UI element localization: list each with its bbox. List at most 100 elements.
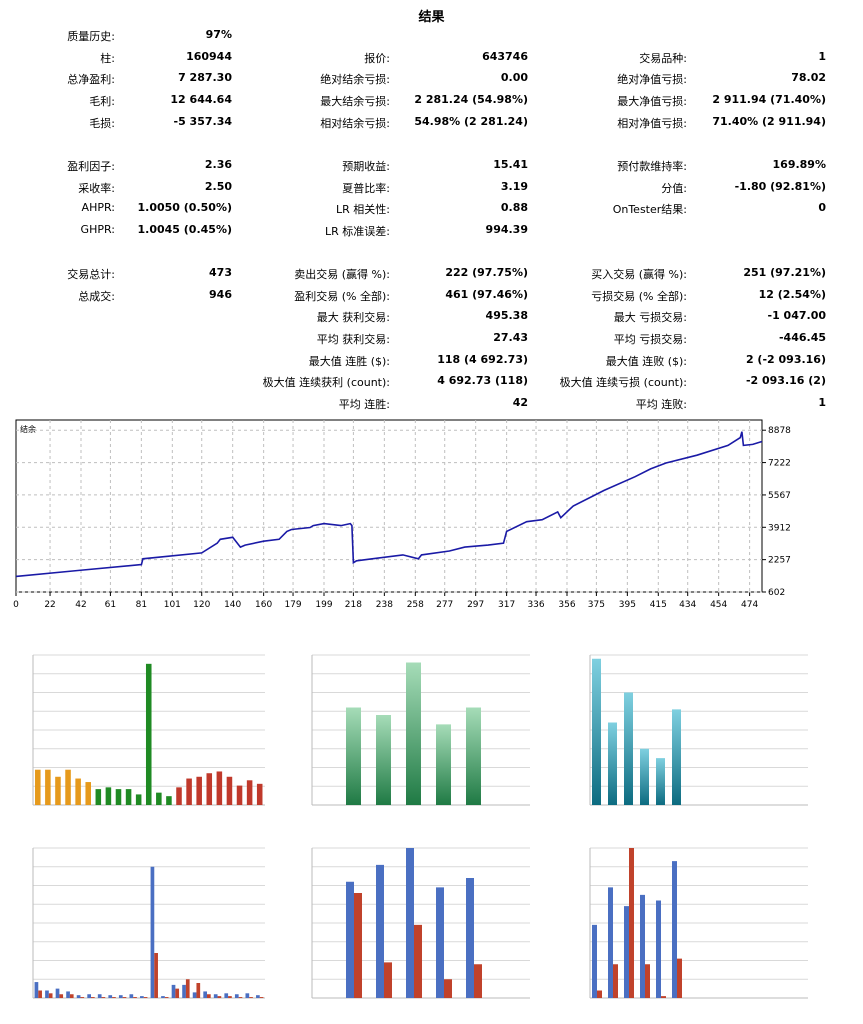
stat-value: -5 357.34 <box>173 114 233 128</box>
plot-area <box>15 419 763 593</box>
x-tick-label: 297 <box>467 600 484 610</box>
bar <box>672 709 681 805</box>
y-tick-label: 602 <box>768 588 785 598</box>
bar-series-b <box>645 964 650 998</box>
stat-value: 7 287.30 <box>178 71 232 85</box>
bar-series-a <box>34 982 39 998</box>
stat-label: 平均 连败: <box>635 398 687 412</box>
stat-value: 1 <box>818 396 826 410</box>
bar-chart-panel <box>32 847 265 999</box>
stat-label: 极大值 连续获利 (count): <box>262 376 390 390</box>
stat-label: 盈利因子: <box>67 159 115 173</box>
bar-series-a <box>108 995 113 998</box>
stat-value: 71.40% (2 911.94) <box>712 114 826 128</box>
x-tick-label: 61 <box>105 600 116 610</box>
bar-series-b <box>217 996 222 998</box>
bar-series-a <box>640 894 645 998</box>
bar-series-a <box>97 994 102 998</box>
stat-label: 绝对净值亏损: <box>617 73 687 87</box>
stat-label: 买入交易 (赢得 %): <box>591 268 687 282</box>
x-tick-label: 42 <box>75 600 86 610</box>
bar-chart-panel <box>32 654 265 806</box>
stat-label: 报价: <box>364 51 390 65</box>
stat-label: 质量历史: <box>67 30 115 43</box>
bar-series-b <box>80 997 85 998</box>
stat-value: 12 (2.54%) <box>758 287 826 301</box>
stat-label: 总成交: <box>78 289 115 303</box>
bar-series-b <box>69 994 74 998</box>
bar-chart-panel <box>311 847 530 999</box>
bar <box>346 707 361 805</box>
bar-series-a <box>406 848 414 998</box>
bar <box>105 787 112 805</box>
bar <box>246 780 253 805</box>
bar-series-b <box>143 997 148 998</box>
stat-label: 分值: <box>661 181 687 195</box>
stat-label: 采收率: <box>78 181 115 195</box>
bar <box>436 724 451 805</box>
bar-series-a <box>346 881 354 998</box>
bar <box>156 792 162 805</box>
stat-value: -1.80 (92.81%) <box>734 179 826 193</box>
stat-value: 2.50 <box>204 179 232 193</box>
stat-label: 毛利: <box>89 94 115 108</box>
bar-series-a <box>171 984 176 998</box>
y-tick-label: 2257 <box>768 556 791 566</box>
x-tick-label: 474 <box>741 600 758 610</box>
stat-label: 相对结余亏损: <box>320 116 390 130</box>
bar-series-a <box>66 991 70 998</box>
bar-series-b <box>444 979 452 998</box>
stat-value: 3.19 <box>500 179 528 193</box>
stat-value: 643746 <box>482 49 528 63</box>
stat-label: 预付款维持率: <box>617 159 687 173</box>
bar-series-a <box>592 924 597 998</box>
stat-value: 0 <box>818 201 826 215</box>
x-tick-label: 101 <box>164 600 181 610</box>
bar-series-a <box>245 993 250 998</box>
x-tick-label: 199 <box>315 600 332 610</box>
bar <box>65 769 71 805</box>
stat-label: 最大净值亏损: <box>617 94 687 108</box>
stat-label: 卖出交易 (赢得 %): <box>294 268 390 282</box>
x-tick-label: 258 <box>407 600 424 610</box>
stat-value: 2.36 <box>204 157 232 171</box>
x-tick-label: 120 <box>193 600 210 610</box>
bar <box>95 789 102 805</box>
stat-label: 预期收益: <box>342 159 390 173</box>
bar-series-a <box>192 992 197 998</box>
stat-label: 平均 获利交易: <box>316 333 390 347</box>
bar-series-a <box>376 864 384 998</box>
stat-label: 最大结余亏损: <box>320 94 390 108</box>
bar-series-a <box>672 861 677 998</box>
bar <box>256 783 263 805</box>
stat-label: 平均 连胜: <box>338 398 390 412</box>
y-tick-label: 7222 <box>768 459 791 469</box>
bar-series-a <box>45 990 49 998</box>
stat-label: 绝对结余亏损: <box>320 73 390 87</box>
stat-value: 946 <box>209 287 232 301</box>
bar-series-b <box>597 990 602 998</box>
bar-series-a <box>203 991 207 998</box>
bar-series-b <box>238 997 243 998</box>
bar <box>145 663 152 805</box>
bar-series-b <box>59 994 64 998</box>
stat-label: OnTester结果: <box>612 203 687 217</box>
stat-value: 0.88 <box>500 201 528 215</box>
x-tick-label: 415 <box>650 600 667 610</box>
stat-value: 1.0045 (0.45%) <box>137 222 233 236</box>
stat-value: 461 (97.46%) <box>445 287 528 301</box>
bar <box>35 769 41 805</box>
bar-series-a <box>182 984 186 998</box>
bar-series-b <box>249 997 253 998</box>
bar-series-b <box>154 953 158 998</box>
stat-value: 169.89% <box>772 157 826 171</box>
bar-series-b <box>38 990 42 998</box>
bar <box>115 789 122 805</box>
stat-value: 251 (97.21%) <box>743 266 826 280</box>
bar-series-b <box>91 997 95 998</box>
stat-value: 222 (97.75%) <box>445 266 528 280</box>
stat-label: LR 相关性: <box>336 203 390 217</box>
stat-value: 54.98% (2 281.24) <box>414 114 528 128</box>
x-tick-label: 454 <box>710 600 727 610</box>
y-tick-label: 8878 <box>768 426 791 436</box>
